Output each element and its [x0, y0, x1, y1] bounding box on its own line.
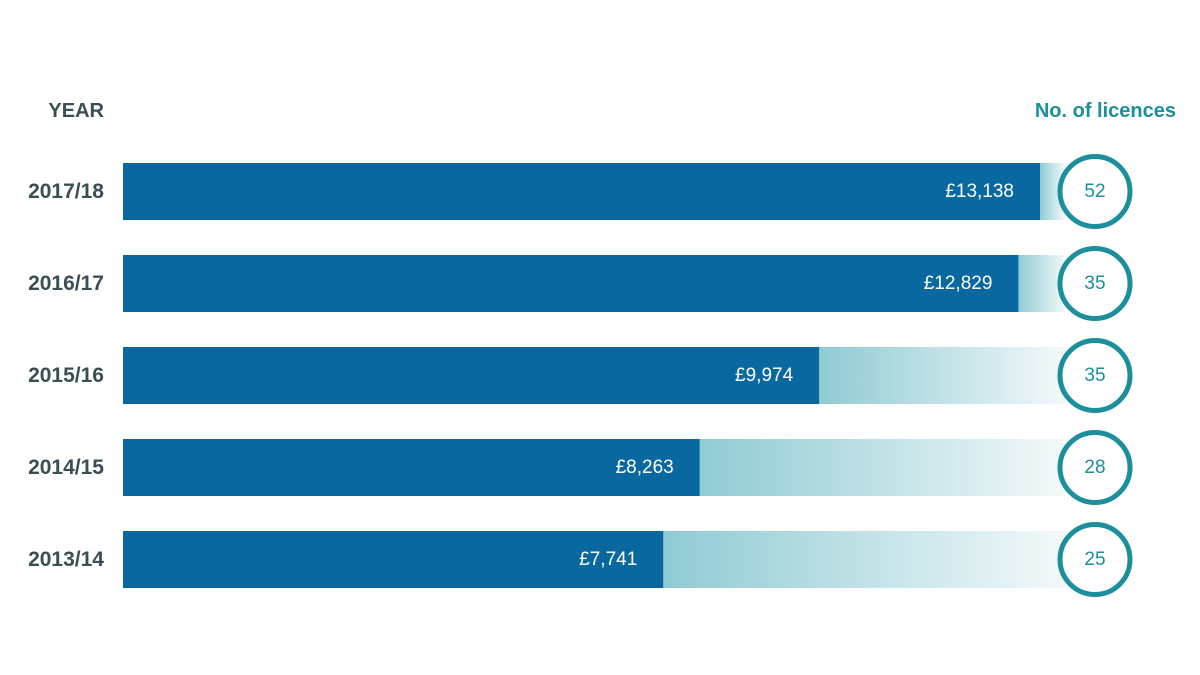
category-label: 2013/14 [28, 548, 104, 571]
count-label: 25 [1084, 549, 1105, 570]
value-label: £12,829 [924, 273, 993, 294]
count-label: 28 [1084, 457, 1105, 478]
count-circle [1057, 154, 1133, 229]
value-label: £13,138 [945, 181, 1014, 202]
count-label: 52 [1084, 181, 1105, 202]
count-circle [1057, 522, 1133, 597]
category-label: 2017/18 [28, 180, 104, 203]
bar-track [819, 347, 1065, 404]
bar [123, 531, 664, 588]
bar [123, 163, 1040, 220]
count-circle [1057, 430, 1133, 505]
bar-track [699, 439, 1065, 496]
count-circle [1057, 246, 1133, 321]
bar [123, 255, 1019, 312]
value-label: £9,974 [735, 365, 794, 386]
category-label: 2014/15 [28, 456, 104, 479]
bar [123, 347, 820, 404]
value-label: £7,741 [579, 549, 637, 570]
count-header: No. of licences [1035, 100, 1176, 122]
bar-track [1018, 255, 1065, 312]
bar-track [663, 531, 1065, 588]
category-label: 2015/16 [28, 364, 104, 387]
category-label: 2016/17 [28, 272, 104, 295]
count-label: 35 [1084, 273, 1105, 294]
category-header: YEAR [48, 100, 104, 122]
count-circle [1057, 338, 1133, 413]
count-label: 35 [1084, 365, 1105, 386]
bar [123, 439, 700, 496]
value-label: £8,263 [616, 457, 674, 478]
